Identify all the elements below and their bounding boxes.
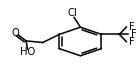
Text: F: F	[129, 22, 135, 32]
Text: Cl: Cl	[68, 8, 78, 18]
Text: HO: HO	[20, 47, 35, 57]
Text: O: O	[11, 28, 19, 38]
Text: F: F	[129, 37, 135, 47]
Text: F: F	[131, 29, 137, 39]
